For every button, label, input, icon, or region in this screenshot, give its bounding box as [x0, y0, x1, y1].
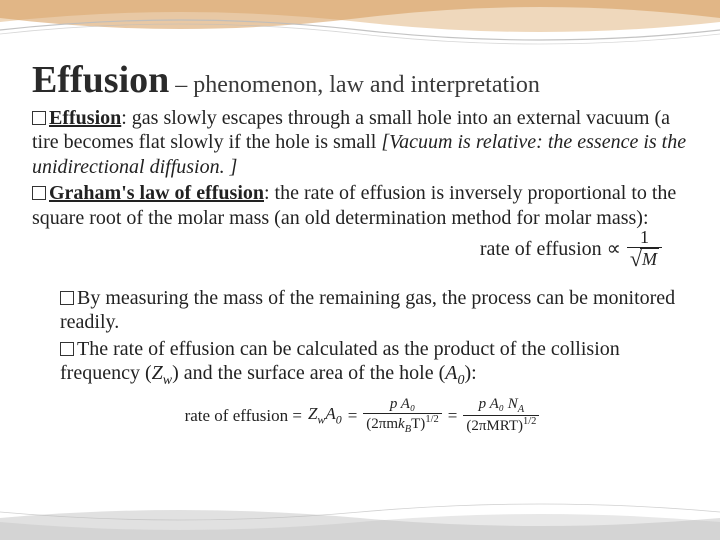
decorative-wave-top	[0, 0, 720, 55]
p4-zw-sub: w	[163, 373, 172, 388]
bullet-icon	[60, 342, 74, 356]
f2-frac2-num-sub: A	[518, 404, 524, 415]
slide-content: Effusion – phenomenon, law and interpret…	[32, 58, 692, 435]
p4-c: ):	[465, 362, 477, 384]
f2-a0: A	[325, 404, 335, 423]
paragraph-effusion-def: Effusion: gas slowly escapes through a s…	[32, 106, 692, 179]
p4-a0-sub: 0	[458, 373, 465, 388]
bullet-icon	[60, 291, 74, 305]
formula1-num: 1	[637, 228, 652, 247]
p3-text: By measuring the mass of the remaining g…	[60, 287, 675, 333]
f2-frac1-den-pre: (2πm	[366, 416, 398, 432]
f2-exp1: 1/2	[425, 414, 438, 425]
paragraph-measuring: By measuring the mass of the remaining g…	[60, 286, 692, 335]
f2-frac2-den: (2πMRT)	[466, 418, 523, 434]
def-lead: Effusion	[49, 107, 121, 129]
formula-rate-equation: rate of effusion = ZwA0 = p A₀ (2πmkBT)1…	[32, 397, 692, 435]
f2-eq2: =	[448, 406, 458, 426]
title-main: Effusion	[32, 59, 169, 101]
f2-frac1-den-post: T)	[411, 416, 425, 432]
slide-title: Effusion – phenomenon, law and interpret…	[32, 58, 692, 102]
f2-kb: k	[398, 416, 405, 432]
paragraph-grahams-law: Graham's law of effusion: the rate of ef…	[32, 181, 692, 230]
p4-a0: A	[445, 362, 457, 384]
title-sub: – phenomenon, law and interpretation	[169, 72, 540, 98]
f2-frac2-num: p A₀ N	[479, 396, 518, 412]
f2-a0-sub: 0	[336, 413, 342, 427]
bullet-icon	[32, 186, 46, 200]
paragraph-rate-calc: The rate of effusion can be calculated a…	[60, 337, 692, 389]
p4-b: ) and the surface area of the hole (	[172, 362, 445, 384]
formula-rate-proportional: rate of effusion ∝ 1 √ M	[32, 228, 692, 270]
decorative-wave-bottom	[0, 500, 720, 540]
formula1-radicand: M	[640, 248, 659, 270]
f2-frac1-num: p A₀	[387, 397, 418, 413]
f2-zw: Z	[308, 404, 317, 423]
formula1-lhs: rate of effusion ∝	[480, 236, 621, 261]
f2-exp2: 1/2	[523, 416, 536, 427]
f2-eq1: =	[348, 406, 358, 426]
f2-lhs: rate of effusion =	[185, 406, 302, 426]
law-lead: Graham's law of effusion	[49, 182, 264, 204]
p4-zw: Z	[152, 362, 163, 384]
bullet-icon	[32, 111, 46, 125]
